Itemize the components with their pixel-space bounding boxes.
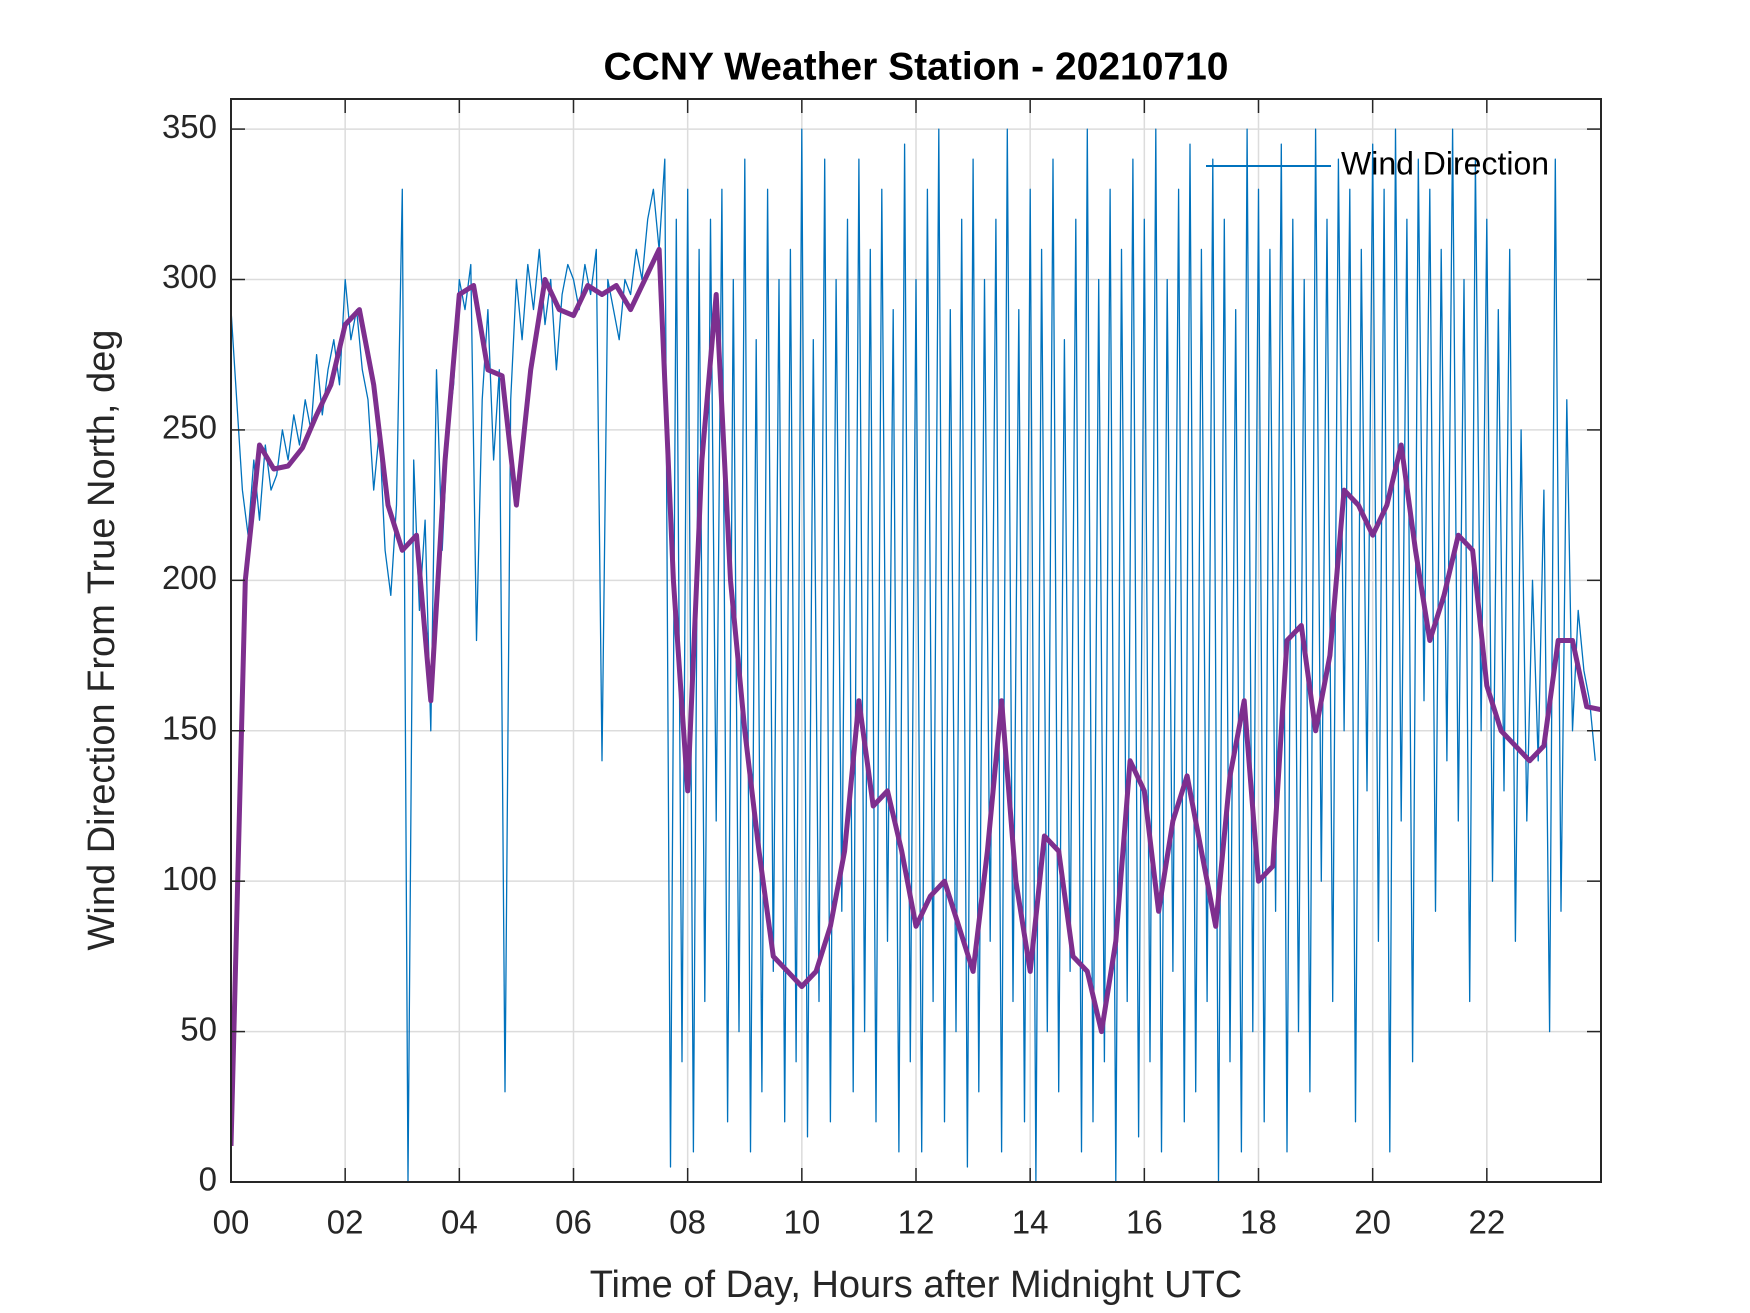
x-tick-label: 18 [1240,1204,1277,1241]
x-tick-label: 04 [441,1204,478,1241]
y-tick-label: 300 [162,258,217,295]
chart-title: CCNY Weather Station - 20210710 [604,45,1229,88]
y-tick-label: 200 [162,559,217,596]
x-tick-label: 10 [783,1204,820,1241]
y-tick-label: 100 [162,860,217,897]
legend-label: Wind Direction [1341,145,1549,181]
x-tick-label: 02 [327,1204,364,1241]
x-tick-label: 12 [898,1204,935,1241]
x-tick-label: 20 [1354,1204,1391,1241]
x-tick-label: 14 [1012,1204,1049,1241]
y-tick-label: 50 [180,1010,217,1047]
x-tick-label: 16 [1126,1204,1163,1241]
y-axis-label: Wind Direction From True North, deg [81,330,123,951]
y-tick-label: 250 [162,409,217,446]
x-tick-label: 06 [555,1204,592,1241]
x-tick-label: 22 [1468,1204,1505,1241]
x-tick-label: 00 [213,1204,250,1241]
x-tick-label: 08 [669,1204,706,1241]
series-line [231,246,1601,1146]
x-axis-label: Time of Day, Hours after Midnight UTC [590,1264,1243,1306]
y-tick-label: 150 [162,709,217,746]
y-tick-label: 0 [199,1161,217,1198]
y-tick-label: 350 [162,108,217,145]
